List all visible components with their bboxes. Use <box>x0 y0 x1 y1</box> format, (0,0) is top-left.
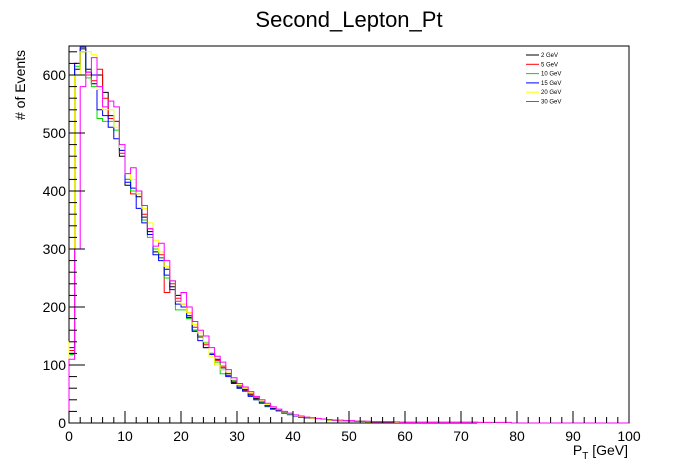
y-tick-label: 500 <box>43 125 67 141</box>
y-axis: 0 100 200 300 400 500 600 <box>43 51 85 431</box>
y-tick-label: 400 <box>43 183 67 199</box>
x-tick-label: 10 <box>117 428 133 444</box>
y-tick-label: 100 <box>43 357 67 373</box>
legend-label: 30 GeV <box>541 100 561 106</box>
legend-label: 15 GeV <box>541 81 561 87</box>
y-tick-label: 200 <box>43 299 67 315</box>
y-tick-label: 0 <box>58 415 66 431</box>
x-tick-label: 50 <box>341 428 357 444</box>
legend-label: 20 GeV <box>541 90 561 96</box>
series-line-20-gev <box>68 51 629 424</box>
y-tick-label: 600 <box>43 67 67 83</box>
x-axis-label-main: P <box>573 442 582 458</box>
x-tick-label: 30 <box>229 428 245 444</box>
x-tick-label: 80 <box>509 428 525 444</box>
legend-label: 5 GeV <box>541 62 558 68</box>
x-axis-label-unit: [GeV] <box>588 442 628 458</box>
x-tick-label: 100 <box>617 428 641 444</box>
x-tick-label: 40 <box>285 428 301 444</box>
x-axis: 0 10 20 30 40 50 60 70 80 90 100 <box>65 411 641 444</box>
legend-label: 10 GeV <box>541 72 561 78</box>
x-tick-label: 60 <box>397 428 413 444</box>
x-axis-label: PT [GeV] <box>573 442 628 462</box>
legend-label: 2 GeV <box>541 53 558 59</box>
series-group <box>68 46 629 424</box>
series-line-30-gev <box>68 57 629 424</box>
legend: 2 GeV 5 GeV 10 GeV 15 GeV 20 GeV 30 GeV <box>526 53 561 106</box>
x-tick-label: 0 <box>65 428 73 444</box>
chart-title: Second_Lepton_Pt <box>255 7 442 32</box>
x-tick-label: 70 <box>453 428 469 444</box>
x-axis-label-subscript: T <box>582 451 588 462</box>
x-tick-label: 20 <box>173 428 189 444</box>
y-axis-label: # of Events <box>12 50 28 120</box>
y-tick-label: 300 <box>43 241 67 257</box>
x-tick-label: 90 <box>565 428 581 444</box>
